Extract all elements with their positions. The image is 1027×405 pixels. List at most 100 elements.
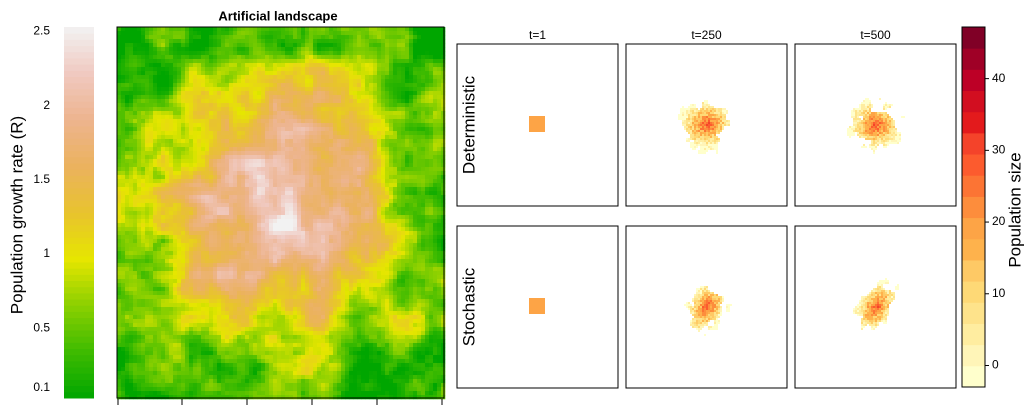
raster-cell (189, 91, 194, 96)
raster-cell (385, 227, 390, 232)
raster-cell (389, 175, 394, 180)
raster-cell (165, 211, 170, 216)
raster-cell (217, 219, 222, 224)
raster-cell (321, 135, 326, 140)
raster-cell (385, 47, 390, 52)
raster-cell (341, 47, 346, 52)
raster-cell (321, 119, 326, 124)
raster-cell (289, 39, 294, 44)
raster-cell (301, 115, 306, 120)
raster-cell (345, 147, 350, 152)
raster-cell (233, 199, 238, 204)
raster-cell (373, 147, 378, 152)
raster-cell (353, 87, 358, 92)
raster-cell (409, 107, 414, 112)
raster-cell (305, 255, 310, 260)
raster-cell (217, 199, 222, 204)
raster-cell (293, 263, 298, 268)
raster-cell (133, 115, 138, 120)
raster-cell (141, 211, 146, 216)
raster-cell (237, 215, 242, 220)
raster-cell (329, 171, 334, 176)
raster-cell (225, 267, 230, 272)
raster-cell (157, 115, 162, 120)
raster-cell (289, 191, 294, 196)
raster-cell (441, 95, 446, 100)
raster-cell (137, 207, 142, 212)
raster-cell (429, 199, 434, 204)
raster-cell (309, 143, 314, 148)
raster-cell (401, 127, 406, 132)
raster-cell (369, 219, 374, 224)
raster-cell (253, 35, 258, 40)
raster-cell (401, 79, 406, 84)
raster-cell (177, 135, 182, 140)
raster-cell (185, 79, 190, 84)
raster-cell (417, 139, 422, 144)
raster-cell (173, 155, 178, 160)
raster-cell (365, 111, 370, 116)
raster-cell (253, 191, 258, 196)
raster-cell (325, 187, 330, 192)
raster-cell (297, 55, 302, 60)
raster-cell (401, 139, 406, 144)
raster-cell (261, 131, 266, 136)
raster-cell (185, 43, 190, 48)
raster-cell (273, 35, 278, 40)
raster-cell (441, 139, 446, 144)
raster-cell (425, 59, 430, 64)
raster-cell (337, 39, 342, 44)
raster-cell (325, 263, 330, 268)
raster-cell (349, 179, 354, 184)
raster-cell (401, 99, 406, 104)
raster-cell (365, 147, 370, 152)
raster-cell (217, 123, 222, 128)
raster-cell (173, 267, 178, 272)
raster-cell (165, 207, 170, 212)
raster-cell (281, 179, 286, 184)
raster-cell (277, 235, 282, 240)
raster-cell (421, 215, 426, 220)
raster-cell (329, 203, 334, 208)
raster-cell (185, 87, 190, 92)
raster-cell (117, 171, 122, 176)
raster-cell (425, 107, 430, 112)
raster-cell (437, 31, 442, 36)
raster-cell (189, 39, 194, 44)
raster-cell (329, 31, 334, 36)
raster-cell (293, 39, 298, 44)
raster-cell (193, 163, 198, 168)
raster-cell (157, 255, 162, 260)
raster-cell (145, 83, 150, 88)
raster-cell (157, 235, 162, 240)
raster-cell (197, 75, 202, 80)
raster-cell (117, 63, 122, 68)
raster-cell (209, 239, 214, 244)
raster-cell (181, 259, 186, 264)
raster-cell (357, 83, 362, 88)
raster-cell (181, 67, 186, 72)
raster-cell (173, 203, 178, 208)
raster-cell (273, 175, 278, 180)
raster-cell (209, 35, 214, 40)
raster-cell (209, 135, 214, 140)
raster-cell (117, 51, 122, 56)
raster-cell (201, 159, 206, 164)
raster-cell (193, 187, 198, 192)
raster-cell (125, 263, 130, 268)
raster-cell (377, 207, 382, 212)
raster-cell (201, 199, 206, 204)
raster-cell (441, 207, 446, 212)
raster-cell (121, 111, 126, 116)
raster-cell (417, 87, 422, 92)
raster-cell (285, 103, 290, 108)
raster-cell (145, 267, 150, 272)
raster-cell (377, 239, 382, 244)
raster-cell (393, 35, 398, 40)
raster-cell (161, 167, 166, 172)
raster-cell (169, 47, 174, 52)
raster-cell (341, 239, 346, 244)
raster-cell (277, 247, 282, 252)
raster-cell (149, 47, 154, 52)
raster-cell (345, 47, 350, 52)
